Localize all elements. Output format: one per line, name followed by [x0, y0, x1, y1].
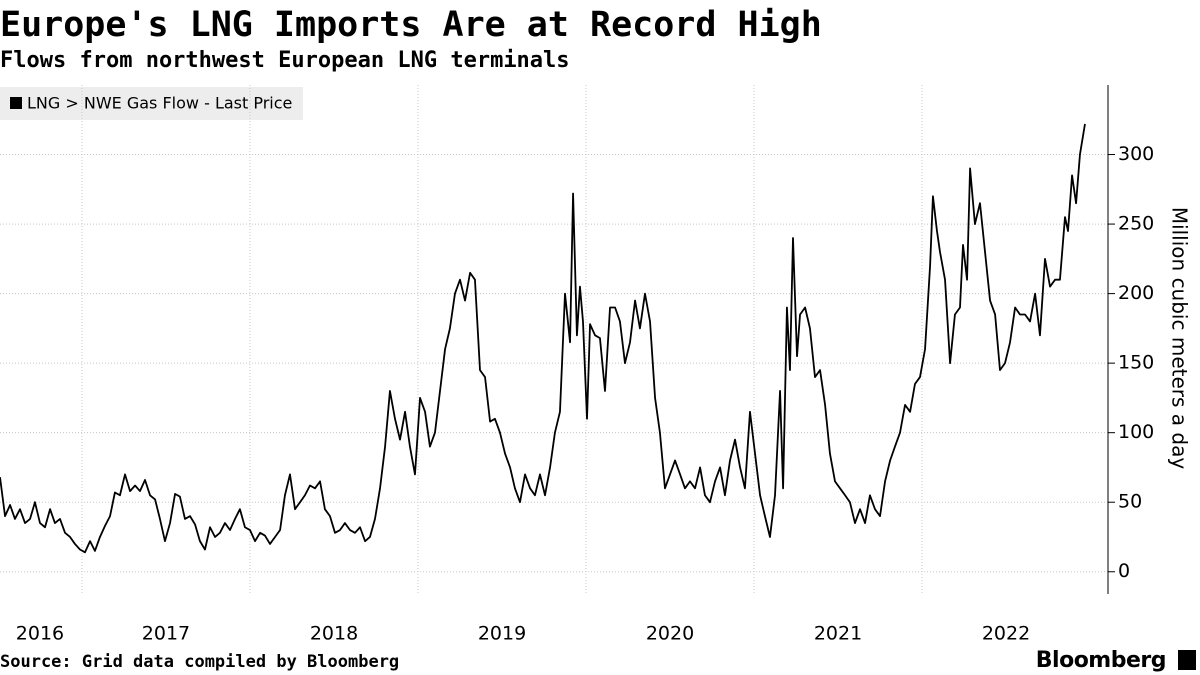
legend-label: LNG > NWE Gas Flow - Last Price: [27, 94, 292, 113]
legend-box: [0, 87, 303, 120]
y-tick-label: 0: [1118, 560, 1130, 582]
brand-icon: [1178, 650, 1196, 670]
y-tick-label: 100: [1118, 421, 1154, 443]
x-tick-label: 2020: [646, 623, 694, 645]
x-tick-label: 2019: [478, 623, 526, 645]
y-tick-label: 200: [1118, 282, 1154, 304]
x-tick-label: 2021: [814, 623, 862, 645]
y-tick-label: 300: [1118, 143, 1154, 165]
x-tick-label: 2018: [310, 623, 358, 645]
chart-subtitle: Flows from northwest European LNG termin…: [0, 48, 570, 73]
brand: Bloomberg: [1036, 648, 1166, 673]
x-tick-label: 2016: [16, 623, 64, 645]
chart-title: Europe's LNG Imports Are at Record High: [0, 5, 822, 45]
y-axis-label: Million cubic meters a day: [1168, 207, 1192, 470]
data-line: [0, 123, 1086, 554]
plot-area: 0 50 100 150 200 250 300 2016 2017 2018 2019 2020 20…: [0, 85, 1154, 645]
y-tick-label: 150: [1118, 352, 1154, 374]
legend-swatch: [10, 97, 22, 109]
x-tick-label: 2017: [142, 623, 190, 645]
y-tick-label: 50: [1118, 491, 1142, 513]
source: Source: Grid data compiled by Bloomberg: [0, 652, 399, 672]
x-tick-label: 2022: [982, 623, 1030, 645]
y-tick-label: 250: [1118, 213, 1154, 235]
